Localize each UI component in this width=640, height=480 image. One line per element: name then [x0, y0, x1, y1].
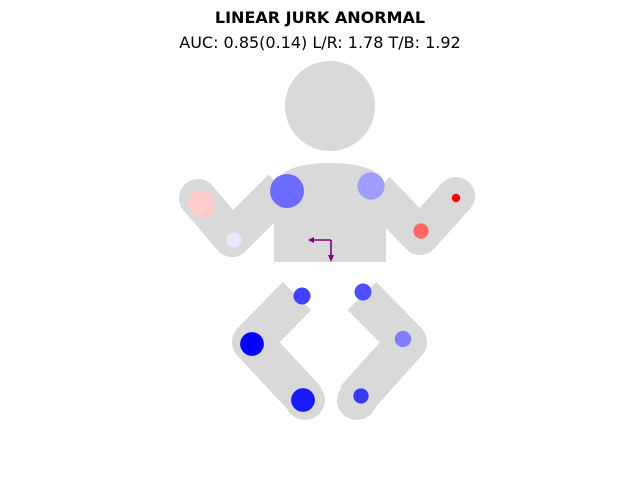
- marker-right-hip: [293, 287, 311, 305]
- marker-left-shoulder: [357, 172, 385, 200]
- head-shape: [285, 61, 375, 151]
- marker-left-foot: [353, 388, 369, 404]
- marker-right-knee: [240, 332, 264, 356]
- chart-subtitle: AUC: 0.85(0.14) L/R: 1.78 T/B: 1.92: [179, 33, 461, 52]
- direction-arrow: [308, 237, 334, 262]
- marker-left-knee: [394, 330, 412, 348]
- marker-layer: [188, 172, 461, 412]
- chart-title: LINEAR JURK ANORMAL: [214, 8, 426, 27]
- marker-right-shoulder: [270, 174, 304, 208]
- marker-right-elbow: [226, 232, 242, 248]
- marker-right-hand: [188, 190, 216, 218]
- marker-left-hip: [354, 283, 372, 301]
- marker-left-hand: [451, 193, 461, 203]
- arrow-vertical-head: [328, 255, 334, 262]
- marker-right-foot: [291, 388, 315, 412]
- marker-left-elbow: [413, 223, 429, 239]
- left-upper-arm-shape: [362, 176, 434, 250]
- arrow-horizontal-head: [308, 237, 314, 243]
